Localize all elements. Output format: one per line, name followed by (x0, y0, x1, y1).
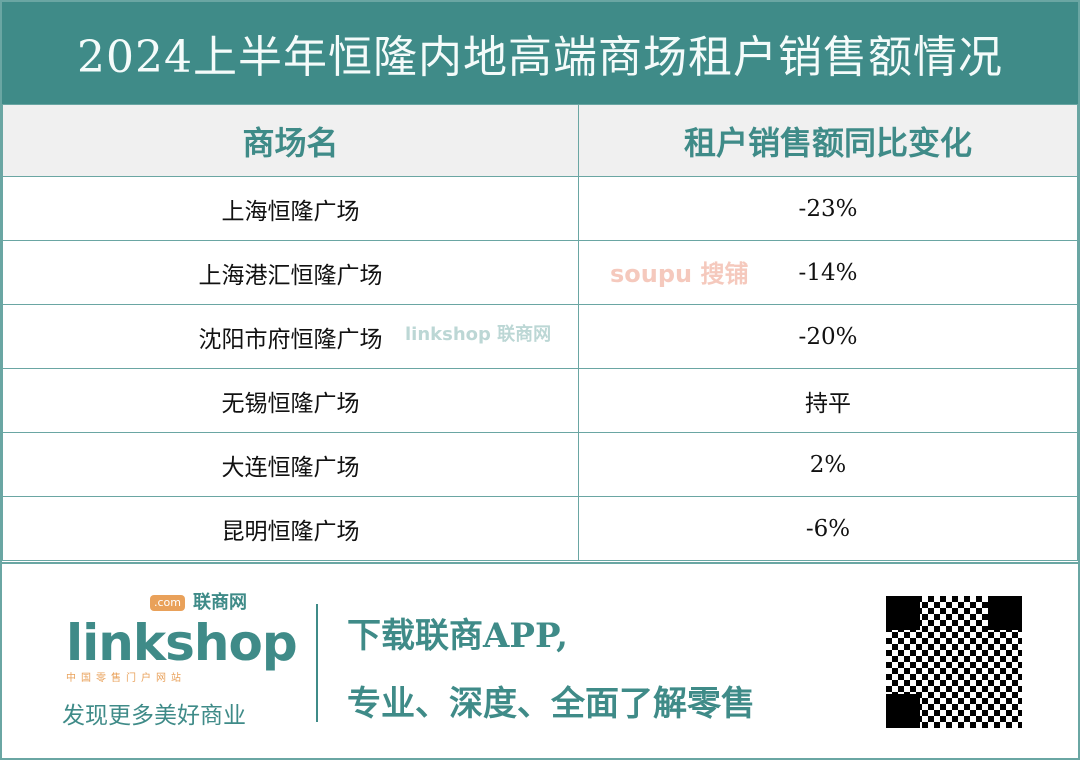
logo-com: .com (150, 595, 185, 611)
logo-subtitle: 中国零售门户网站 (66, 673, 186, 684)
page-title: 2024上半年恒隆内地高端商场租户销售额情况 (2, 2, 1078, 104)
mall-name: 沈阳市府恒隆广场 (2, 304, 579, 369)
table-row: 上海恒隆广场 -23% (2, 176, 1078, 241)
mall-name: 上海港汇恒隆广场 (2, 240, 579, 305)
divider (316, 604, 318, 722)
logo-top-row: .com 联商网 (66, 592, 306, 614)
sales-change: -14% (578, 240, 1078, 305)
table-row: 昆明恒隆广场 -6% (2, 496, 1078, 561)
table-row: 无锡恒隆广场 持平 (2, 368, 1078, 433)
sales-change: 持平 (578, 368, 1078, 433)
column-header-change: 租户销售额同比变化 (578, 104, 1078, 177)
column-header-mall: 商场名 (2, 104, 579, 177)
logo-cn: 联商网 (193, 592, 247, 613)
mall-name: 昆明恒隆广场 (2, 496, 579, 561)
sales-change: 2% (578, 432, 1078, 497)
slogan: 发现更多美好商业 (62, 703, 246, 729)
table-row: 上海港汇恒隆广场 -14% (2, 240, 1078, 305)
mall-name: 上海恒隆广场 (2, 176, 579, 241)
sales-table: 商场名 租户销售额同比变化 上海恒隆广场 -23% 上海港汇恒隆广场 -14% 沈阳… (2, 104, 1078, 561)
promo-line-2: 专业、深度、全面了解零售 (347, 684, 755, 724)
logo-brand: linkshop (66, 614, 298, 672)
promo-line-1: 下载联商APP, (347, 616, 568, 656)
sales-change: -20% (578, 304, 1078, 369)
mall-name: 无锡恒隆广场 (2, 368, 579, 433)
footer-banner: .com 联商网 linkshop 中国零售门户网站 发现更多美好商业 下载联商… (2, 562, 1078, 758)
table-row: 沈阳市府恒隆广场 -20% (2, 304, 1078, 369)
linkshop-logo[interactable]: .com 联商网 linkshop 中国零售门户网站 (66, 592, 306, 686)
sales-change: -23% (578, 176, 1078, 241)
mall-name: 大连恒隆广场 (2, 432, 579, 497)
table-row: 大连恒隆广场 2% (2, 432, 1078, 497)
sales-change: -6% (578, 496, 1078, 561)
qr-code-icon[interactable] (886, 596, 1022, 728)
table-header-row: 商场名 租户销售额同比变化 (2, 104, 1078, 177)
